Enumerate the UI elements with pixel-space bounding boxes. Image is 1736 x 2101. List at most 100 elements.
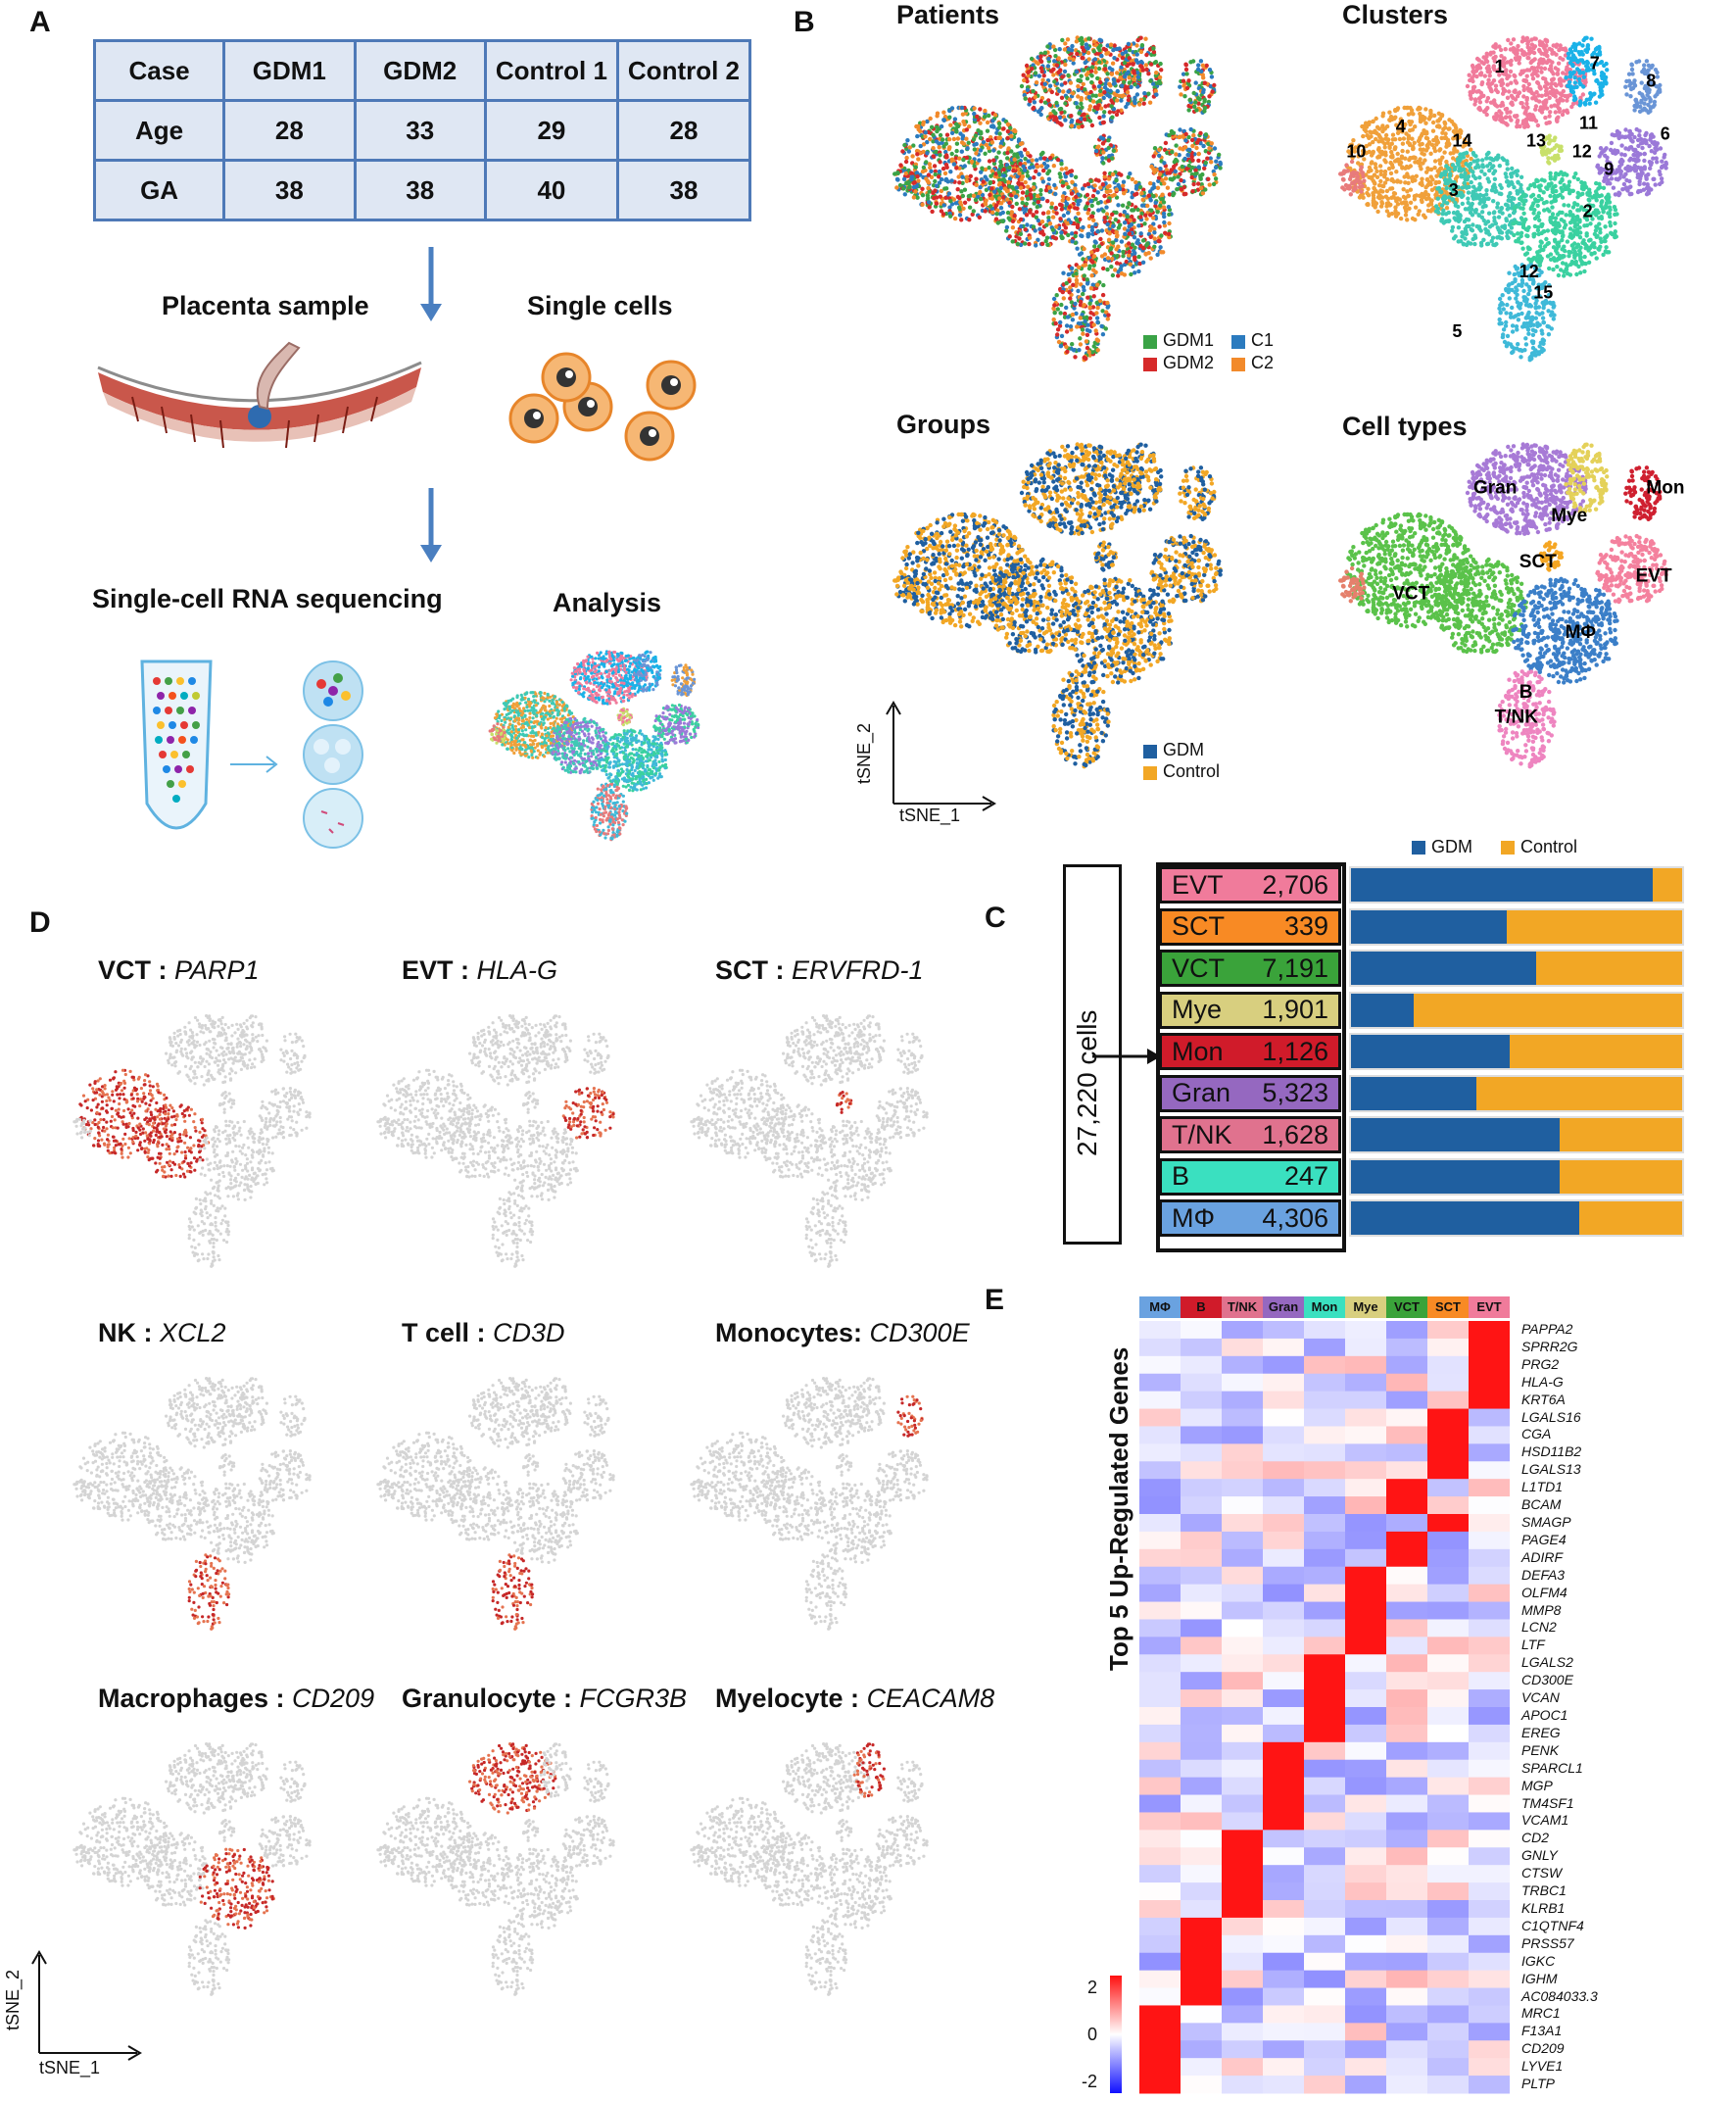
- celltype-name: EVT: [1172, 870, 1224, 901]
- gene-label: MRC1: [1521, 2005, 1561, 2021]
- bar-segment-gdm: [1351, 1118, 1560, 1151]
- legend-control: Control: [1163, 761, 1220, 782]
- heatmap-cell: [1345, 1952, 1386, 1972]
- cluster-number-label: 2: [1583, 202, 1593, 221]
- heatmap-cell: [1386, 1566, 1427, 1586]
- gene-label: BCAM: [1521, 1496, 1561, 1512]
- heatmap-cell: [1427, 1812, 1469, 1831]
- heatmap-cell: [1469, 1724, 1510, 1743]
- celltype-count-box: B 247: [1159, 1157, 1341, 1196]
- gene-label: APOC1: [1521, 1707, 1567, 1723]
- heatmap-cell: [1181, 1987, 1222, 2006]
- heatmap-cell: [1304, 1461, 1345, 1480]
- heatmap-cell: [1222, 1408, 1263, 1427]
- heatmap-cell: [1304, 1619, 1345, 1637]
- gene-label: HLA-G: [1521, 1374, 1564, 1390]
- heatmap-cell: [1427, 1373, 1469, 1393]
- heatmap-cell: [1181, 1461, 1222, 1480]
- heatmap-column-header: SCT: [1427, 1296, 1469, 1318]
- heatmap-cell: [1469, 1496, 1510, 1515]
- table-cell: 33: [353, 99, 487, 162]
- heatmap-column-header: EVT: [1469, 1296, 1510, 1318]
- marker-cell-type: VCT :: [98, 955, 174, 985]
- heatmap-cell: [1386, 1461, 1427, 1480]
- gene-label: LTF: [1521, 1637, 1545, 1652]
- celltype-label: Mye: [1551, 506, 1587, 526]
- table-row: GA 38 38 40 38: [92, 159, 752, 221]
- bar-segment-gdm: [1351, 1159, 1560, 1194]
- legend-c1: C1: [1251, 330, 1274, 351]
- heatmap-cell: [1181, 1496, 1222, 1515]
- cluster-number-label: 7: [1590, 53, 1600, 73]
- heatmap-cell: [1139, 2040, 1181, 2059]
- heatmap-cell: [1263, 1847, 1304, 1866]
- heatmap-cell: [1263, 2058, 1304, 2077]
- heatmap-cell: [1427, 1548, 1469, 1568]
- heatmap-cell: [1181, 2076, 1222, 2094]
- heatmap-cell: [1345, 1987, 1386, 2006]
- marker-gene: CD300E: [870, 1318, 970, 1347]
- heatmap-cell: [1469, 1759, 1510, 1779]
- heatmap-cell: [1181, 1830, 1222, 1848]
- heatmap-cell: [1427, 1566, 1469, 1586]
- heatmap-cell: [1263, 1882, 1304, 1901]
- heatmap-cell: [1222, 1952, 1263, 1972]
- proportion-bar: [1349, 950, 1684, 987]
- heatmap-cell: [1181, 1777, 1222, 1796]
- proportion-bar: [1349, 1116, 1684, 1153]
- heatmap-cell: [1345, 1689, 1386, 1708]
- table-cell: GDM1: [222, 39, 357, 102]
- patients-title: Patients: [896, 0, 999, 30]
- heatmap-cell: [1345, 1759, 1386, 1779]
- heatmap-cell: [1181, 1514, 1222, 1533]
- proportion-bar: [1349, 1199, 1684, 1237]
- heatmap-cell: [1345, 1707, 1386, 1726]
- table-cell: 29: [483, 99, 619, 162]
- heatmap-cell: [1469, 1654, 1510, 1673]
- panel-letter-a: A: [29, 6, 51, 39]
- heatmap-cell: [1386, 1847, 1427, 1866]
- heatmap-cell: [1427, 1759, 1469, 1779]
- marker-title: Granulocyte : FCGR3B: [402, 1684, 687, 1714]
- celltype-count: 247: [1284, 1161, 1328, 1192]
- heatmap-cell: [1222, 2058, 1263, 2077]
- table-cell: Case: [92, 39, 226, 102]
- gene-label: OLFM4: [1521, 1585, 1567, 1600]
- gene-label: MGP: [1521, 1778, 1553, 1793]
- heatmap-cell: [1427, 1882, 1469, 1901]
- cluster-number-label: 13: [1526, 131, 1546, 151]
- legend-swatch: [1143, 335, 1157, 349]
- bar-segment-gdm: [1351, 993, 1415, 1027]
- heatmap-cell: [1139, 1882, 1181, 1901]
- heatmap-cell: [1139, 1496, 1181, 1515]
- legend-control: Control: [1520, 837, 1577, 857]
- heatmap-cell: [1222, 1619, 1263, 1637]
- heatmap-cell: [1386, 2058, 1427, 2077]
- scale-max: 2: [1087, 1978, 1097, 1998]
- gene-label: CD300E: [1521, 1672, 1573, 1687]
- marker-cell-type: Myelocyte :: [715, 1684, 867, 1713]
- heatmap-cell: [1386, 1391, 1427, 1410]
- heatmap-cell: [1139, 1548, 1181, 1568]
- heatmap-cell: [1345, 1321, 1386, 1340]
- heatmap-column-header: Mon: [1304, 1296, 1345, 1318]
- marker-tsne-plot: [376, 1742, 615, 1996]
- celltype-count-box: Mye 1,901: [1159, 991, 1341, 1029]
- heatmap-cell: [1263, 1601, 1304, 1620]
- heatmap-cell: [1222, 2040, 1263, 2059]
- heatmap-cell: [1222, 1987, 1263, 2006]
- heatmap-cell: [1181, 1584, 1222, 1603]
- heatmap-cell: [1222, 1882, 1263, 1901]
- heatmap-cell: [1345, 1566, 1386, 1586]
- gene-label: LCN2: [1521, 1619, 1557, 1635]
- heatmap-cell: [1469, 1321, 1510, 1340]
- heatmap-cell: [1427, 2040, 1469, 2059]
- heatmap-cell: [1469, 1900, 1510, 1919]
- heatmap-cell: [1304, 1514, 1345, 1533]
- heatmap-cell: [1469, 1689, 1510, 1708]
- heatmap-cell: [1304, 1689, 1345, 1708]
- heatmap-cell: [1263, 1794, 1304, 1813]
- heatmap-cell: [1345, 1741, 1386, 1761]
- celltype-count: 1,628: [1262, 1120, 1328, 1150]
- heatmap-cell: [1304, 1601, 1345, 1620]
